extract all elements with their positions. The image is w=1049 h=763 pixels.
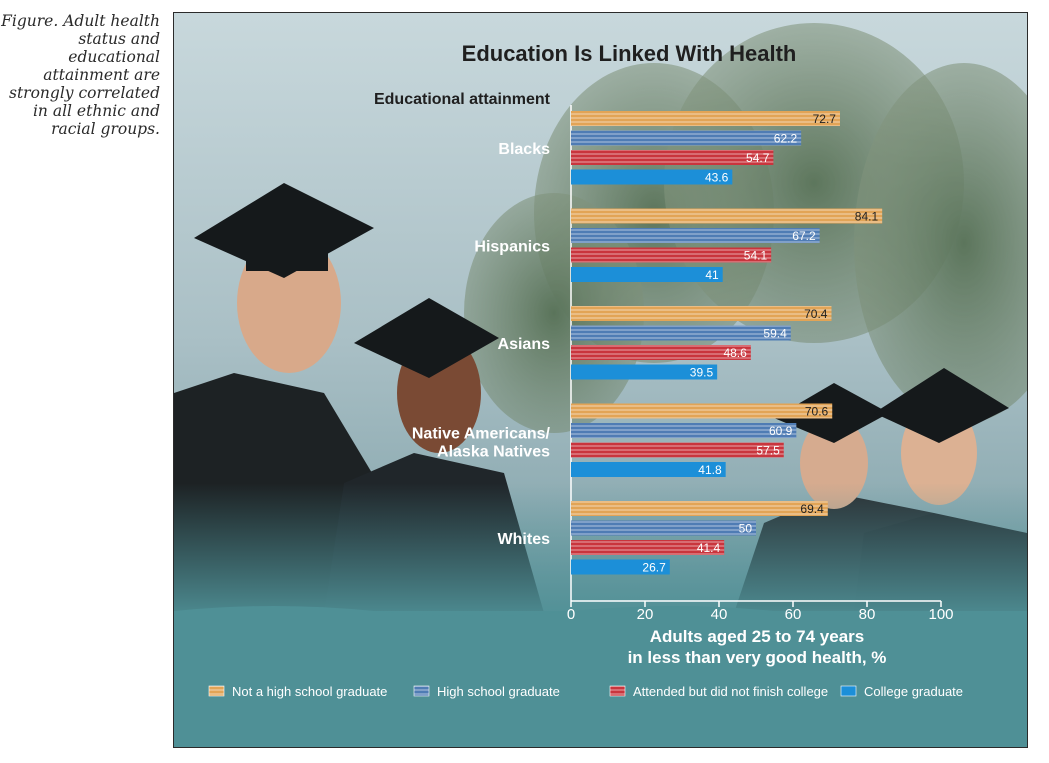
bar-texture: [571, 423, 797, 438]
bar-value-label: 70.4: [804, 307, 828, 321]
bar-texture: [571, 501, 828, 516]
bar-value-label: 41.4: [697, 541, 721, 555]
bar-texture: [571, 345, 751, 360]
legend-title: Educational attainment: [374, 91, 551, 108]
education-health-chart: Education Is Linked With Health Educatio…: [174, 13, 1027, 747]
bar: [571, 462, 726, 477]
bar-value-label: 62.2: [774, 132, 798, 146]
bar-value-label: 72.7: [813, 112, 837, 126]
bar-texture: [571, 403, 833, 419]
bar-texture: [571, 208, 883, 224]
bar-value-label: 43.6: [705, 171, 729, 185]
chart-legend: Not a high school graduate High school gr…: [208, 684, 963, 699]
bar: [571, 169, 733, 185]
bar-texture: [571, 540, 725, 555]
bar-value-label: 41: [705, 268, 719, 282]
x-tick-label: 0: [567, 606, 575, 623]
legend-swatch-texture: [209, 686, 224, 696]
category-label: Native Americans/: [412, 426, 551, 443]
bar-value-label: 60.9: [769, 424, 793, 438]
bar-texture: [571, 442, 784, 458]
bar-value-label: 41.8: [698, 463, 722, 477]
x-axis-label-line2: in less than very good health, %: [628, 648, 887, 667]
bar-texture: [571, 130, 802, 146]
bar: [571, 364, 718, 380]
figure-caption: Figure. Adult health status and educatio…: [1, 12, 160, 138]
legend-entry: College graduate: [864, 684, 963, 699]
bar-value-label: 54.7: [746, 151, 770, 165]
legend-entry: High school graduate: [437, 684, 560, 699]
legend-entry: Not a high school graduate: [232, 684, 387, 699]
bar: [571, 267, 723, 282]
x-tick-label: 100: [928, 606, 953, 623]
bar-value-label: 59.4: [763, 327, 787, 341]
bar-value-label: 67.2: [792, 229, 816, 243]
bar-value-label: 48.6: [723, 346, 747, 360]
category-label: Whites: [498, 531, 551, 548]
bar: [571, 559, 670, 575]
bar-value-label: 39.5: [690, 366, 714, 380]
bar-value-label: 69.4: [800, 502, 824, 516]
x-tick-label: 40: [711, 606, 728, 623]
bar-texture: [571, 150, 774, 165]
bar-texture: [571, 228, 820, 243]
legend-swatch-texture: [610, 686, 625, 696]
bar-value-label: 26.7: [642, 561, 666, 575]
bar-value-label: 70.6: [805, 405, 829, 419]
bar-value-label: 57.5: [756, 444, 780, 458]
x-tick-label: 80: [859, 606, 876, 623]
bar-texture: [571, 306, 832, 321]
x-tick-label: 60: [785, 606, 802, 623]
plot-area: 0 20 40 60 80 100 Blacks 72.7 62.2 54.7 43.6 Hispan…: [412, 105, 954, 623]
bar-value-label: 50: [739, 522, 753, 536]
bar-value-label: 54.1: [744, 249, 768, 263]
category-label: Alaska Natives: [437, 444, 550, 461]
chart-title: Education Is Linked With Health: [462, 41, 797, 66]
bar-texture: [571, 520, 756, 536]
legend-swatch: [840, 685, 857, 697]
category-label: Blacks: [498, 141, 550, 158]
chart-frame: Education Is Linked With Health Educatio…: [173, 12, 1028, 748]
x-axis-label-line1: Adults aged 25 to 74 years: [650, 627, 864, 646]
bar-value-label: 84.1: [855, 210, 879, 224]
legend-entry: Attended but did not finish college: [633, 684, 828, 699]
category-label: Asians: [498, 336, 551, 353]
category-label: Hispanics: [474, 239, 550, 256]
bar-texture: [571, 325, 791, 341]
bar-texture: [571, 247, 772, 263]
bar-texture: [571, 111, 840, 126]
x-tick-label: 20: [637, 606, 654, 623]
legend-swatch-texture: [414, 686, 429, 696]
